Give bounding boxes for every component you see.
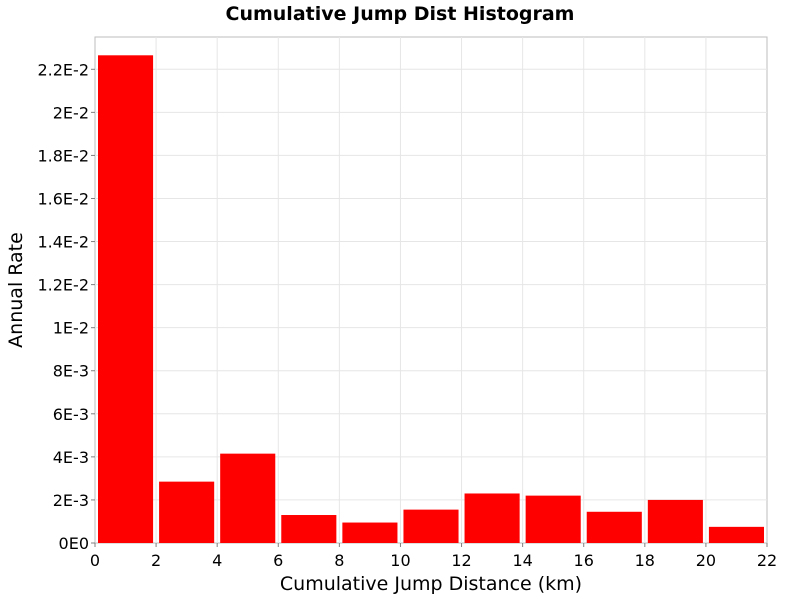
y-tick-label-0: 0E0	[59, 534, 89, 553]
bar-0	[98, 55, 154, 544]
y-axis-label: Annual Rate	[5, 232, 27, 348]
y-tick-label-1: 2E-3	[53, 491, 89, 510]
y-tick-label-11: 2.2E-2	[37, 60, 89, 79]
x-axis-label: Cumulative Jump Distance (km)	[280, 573, 582, 595]
chart-title: Cumulative Jump Dist Histogram	[226, 3, 575, 25]
y-tick-label-3: 6E-3	[53, 405, 89, 424]
x-tick-label-2: 4	[212, 551, 222, 570]
x-axis-ticks: 0 2 4 6 8 10 12 14 16 18 20 22	[90, 543, 777, 570]
x-tick-label-10: 20	[696, 551, 716, 570]
bar-7	[525, 495, 581, 543]
x-tick-label-0: 0	[90, 551, 100, 570]
bar-3	[281, 515, 337, 543]
x-tick-label-11: 22	[757, 551, 777, 570]
bar-6	[464, 493, 520, 543]
bar-8	[586, 511, 642, 543]
x-tick-label-8: 16	[574, 551, 594, 570]
x-tick-label-3: 6	[273, 551, 283, 570]
bar-5	[403, 509, 459, 543]
y-tick-label-9: 1.8E-2	[37, 146, 89, 165]
bar-1	[159, 481, 215, 543]
x-tick-label-4: 8	[334, 551, 344, 570]
bar-10	[708, 526, 764, 543]
x-tick-label-5: 10	[390, 551, 410, 570]
x-tick-label-9: 18	[635, 551, 655, 570]
y-tick-label-6: 1.2E-2	[37, 276, 89, 295]
bar-2	[220, 453, 276, 543]
x-tick-label-1: 2	[151, 551, 161, 570]
bar-9	[647, 499, 703, 543]
y-tick-label-2: 4E-3	[53, 448, 89, 467]
bar-4	[342, 522, 398, 543]
x-tick-label-7: 14	[512, 551, 532, 570]
y-tick-label-7: 1.4E-2	[37, 233, 89, 252]
bars	[98, 55, 764, 544]
y-tick-label-8: 1.6E-2	[37, 189, 89, 208]
x-tick-label-6: 12	[451, 551, 471, 570]
y-tick-label-5: 1E-2	[53, 319, 89, 338]
y-tick-label-4: 8E-3	[53, 362, 89, 381]
y-tick-label-10: 2E-2	[53, 103, 89, 122]
y-axis-ticks: 0E0 2E-3 4E-3 6E-3 8E-3 1E-2 1.2E-2 1.4E-2 1.6E-…	[37, 60, 95, 553]
plot-area	[94, 36, 768, 544]
